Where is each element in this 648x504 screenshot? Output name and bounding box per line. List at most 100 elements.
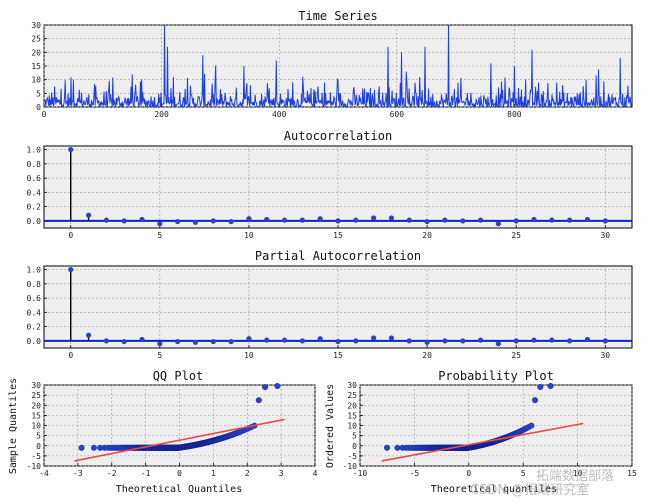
autocorrelation-panel: Autocorrelation 0 5 10 15 20 25 30 0.0 0.2 0.4 0.6…: [27, 129, 633, 240]
fit-line: [74, 418, 285, 462]
time-series-line: [43, 24, 632, 109]
stem-marker: [85, 332, 92, 338]
partial-autocorrelation-panel: Partial Autocorrelation 0 5 10 15 20 25 300.00…: [27, 249, 633, 360]
stem-marker: [317, 216, 323, 222]
quantile-point: [255, 397, 262, 404]
x-tick-label: 0: [466, 469, 471, 478]
quantile-point: [532, 397, 539, 404]
x-tick-label: -1: [141, 469, 151, 478]
quantile-point: [537, 384, 544, 391]
y-tick-label: 0.0: [27, 217, 42, 226]
x-tick-label: 0: [177, 469, 182, 478]
y-tick-label: 0.2: [27, 323, 42, 332]
quantile-point: [274, 383, 281, 390]
y-tick-label: 1.0: [27, 146, 42, 155]
stem-marker: [85, 212, 92, 218]
stem-marker: [584, 336, 591, 343]
stem-marker: [281, 217, 288, 223]
time-series-panel: Time Series 0 200 400 600 800 0 5 10 15 20 25 30: [31, 9, 633, 119]
y-tick-label: 15: [31, 62, 41, 71]
y-tick-label: 0.8: [27, 160, 42, 169]
stem-marker: [567, 338, 573, 344]
stem-marker: [495, 221, 501, 227]
stem-marker: [210, 338, 216, 345]
x-tick-label: 200: [154, 110, 169, 119]
y-tick-label: 10: [31, 76, 41, 85]
y-tick-label: 1.0: [27, 266, 42, 275]
stem-marker: [406, 217, 412, 223]
stem-marker: [157, 221, 163, 227]
y-tick-label: 15: [347, 411, 357, 420]
stem-marker: [513, 218, 519, 224]
y-tick-label: 0: [36, 103, 41, 112]
stem-marker: [460, 338, 466, 344]
partial-autocorrelation-title: Partial Autocorrelation: [255, 249, 421, 263]
y-tick-label: 5: [36, 432, 41, 441]
qq-plot-title: QQ Plot: [153, 369, 204, 383]
stem-marker: [477, 337, 484, 343]
quantile-point: [262, 384, 269, 391]
stem-marker: [139, 336, 145, 343]
y-tick-label: 0.8: [27, 280, 42, 289]
y-tick-label: 25: [347, 391, 357, 400]
y-tick-label: 15: [31, 411, 41, 420]
y-tick-label: 5: [352, 432, 357, 441]
y-tick-label: 0: [352, 442, 357, 451]
stem-marker: [531, 337, 537, 343]
stem-marker: [442, 217, 448, 223]
stem-marker: [157, 341, 163, 347]
stem-marker: [68, 266, 74, 273]
x-tick-label: 400: [272, 110, 287, 119]
fit-line: [381, 422, 584, 462]
time-series-ticks: 0 200 400 600 800 0 5 10 15 20 25 30: [31, 21, 521, 119]
stem-marker: [602, 338, 608, 344]
y-tick-label: -10: [343, 462, 358, 471]
x-tick-label: 20: [422, 231, 432, 240]
x-tick-label: 3: [279, 469, 284, 478]
stem-marker: [424, 339, 430, 345]
stem-marker: [335, 338, 341, 345]
qq-plot-xlabel: Theoretical Quantiles: [116, 484, 242, 495]
stem-marker: [549, 217, 555, 223]
stem-marker: [139, 216, 145, 223]
stem-marker: [353, 338, 359, 344]
stem-marker: [121, 338, 127, 345]
stem-marker: [584, 216, 591, 223]
y-tick-label: 30: [31, 381, 41, 390]
y-tick-label: 20: [347, 401, 357, 410]
time-series-path: [43, 24, 632, 109]
x-tick-label: 25: [511, 231, 521, 240]
y-tick-label: 30: [31, 21, 41, 30]
y-tick-label: 20: [31, 48, 41, 57]
quantile-point: [528, 422, 535, 429]
y-tick-label: -10: [27, 462, 42, 471]
stem-marker: [495, 341, 501, 347]
stem-marker: [264, 216, 270, 223]
y-tick-label: 0.6: [27, 294, 42, 303]
stem-marker: [192, 339, 199, 345]
x-tick-label: 1: [211, 469, 216, 478]
stem-marker: [246, 216, 252, 222]
stem-marker: [121, 218, 127, 224]
stem-marker: [388, 335, 395, 341]
x-tick-label: 5: [157, 351, 162, 360]
x-tick-label: -3: [73, 469, 83, 478]
x-tick-label: 15: [333, 231, 343, 240]
quantile-point: [384, 444, 391, 451]
quantile-point: [78, 444, 85, 451]
probability-plot-title: Probability Plot: [438, 369, 554, 383]
x-tick-label: 800: [507, 110, 522, 119]
probability-plot-panel: Probability Plot -10 -5 0 5 10 15-10-50510152…: [325, 369, 637, 495]
autocorrelation-title: Autocorrelation: [284, 129, 392, 143]
x-tick-label: 0: [42, 110, 47, 119]
stem-marker: [460, 218, 466, 224]
quantile-point: [394, 444, 401, 451]
time-series-title: Time Series: [298, 9, 377, 23]
stem-marker: [264, 337, 270, 343]
x-tick-label: -5: [410, 469, 420, 478]
x-tick-label: 5: [521, 469, 526, 478]
x-tick-label: 30: [600, 351, 610, 360]
stem-marker: [353, 217, 359, 223]
